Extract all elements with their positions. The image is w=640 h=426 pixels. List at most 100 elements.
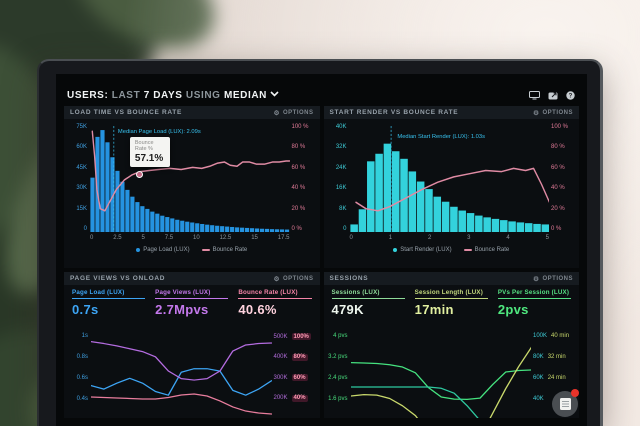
metric-label: Bounce Rate (LUX) (238, 289, 312, 299)
axis-tick: 40 min (551, 333, 570, 339)
chart-legend: Page Load (LUX) Bounce Rate (64, 247, 320, 253)
svg-text:?: ? (569, 93, 573, 99)
topbar-icons: ? (529, 90, 576, 100)
notification-badge (571, 389, 579, 397)
metric-page-views[interactable]: Page Views (LUX) 2.7Mpvs (155, 289, 229, 329)
axis-tick: 80 % (291, 144, 306, 151)
median-line-label: Median Page Load (LUX): 2.09s (117, 129, 201, 135)
panel-header: PAGE VIEWS VS ONLOAD OPTIONS (64, 272, 320, 285)
y-axis-left: 75K 60K 45K 30K 15K 0 (67, 124, 87, 232)
metric-label: PVs Per Session (LUX) (497, 289, 572, 299)
axis-tick: 100K 40 min (533, 333, 569, 339)
dashboard-title[interactable]: USERS: LAST 7 DAYS USING MEDIAN (67, 89, 279, 101)
axis-tick: 200K (273, 395, 288, 402)
axis-tick: 40K (533, 396, 548, 402)
axis-tick: 32 min (547, 354, 566, 360)
axis-tick: 0 (343, 225, 347, 232)
help-icon[interactable]: ? (565, 90, 576, 100)
axis-tick: 0.8s (76, 354, 88, 360)
axis-tick: 0.6s (76, 375, 88, 381)
line-chart (91, 341, 272, 415)
metric-label: Page Load (LUX) (72, 289, 146, 299)
panel-load-time: LOAD TIME VS BOUNCE RATE OPTIONS 75K 60K 4… (64, 106, 320, 268)
metric-session-length[interactable]: Session Length (LUX) 17min (414, 289, 488, 329)
chart-area: 1s 0.8s 0.6s 0.4s 500K 100% 400K 80% 300K 60% 200… (64, 331, 320, 418)
axis-tick: 40 % (291, 185, 306, 192)
metric-value: 0.7s (72, 302, 99, 317)
axis-tick: 16K (335, 185, 347, 192)
gear-icon (274, 109, 280, 117)
metric-label: Sessions (LUX) (331, 289, 405, 299)
metric-sessions[interactable]: Sessions (LUX) 479K (331, 289, 405, 329)
analytics-dashboard: USERS: LAST 7 DAYS USING MEDIAN ? (56, 74, 587, 426)
axis-tick: 40K (533, 396, 544, 402)
metric-page-load[interactable]: Page Load (LUX) 0.7s (72, 289, 146, 329)
legend-label: Bounce Rate (212, 247, 248, 253)
axis-tick: 40K (335, 124, 347, 130)
options-button[interactable]: OPTIONS (533, 275, 573, 283)
axis-tick: 80K 32 min (533, 354, 566, 360)
options-button[interactable]: OPTIONS (274, 109, 314, 117)
metric-value: 40.6% (238, 302, 277, 317)
axis-tick: 300K 60% (274, 374, 308, 382)
axis-tick: 400K 80% (274, 353, 308, 361)
chart-area: 75K 60K 45K 30K 15K 0 100 % 80 % 60 % 40 % 20 % 0 … (64, 119, 320, 268)
options-button[interactable]: OPTIONS (274, 275, 314, 283)
share-icon[interactable] (547, 91, 558, 100)
metric-row: Sessions (LUX) 479K Session Length (LUX)… (324, 285, 580, 329)
monitor-bezel: USERS: LAST 7 DAYS USING MEDIAN ? (37, 59, 603, 426)
axis-tick: 0 (83, 225, 87, 232)
plot-area (91, 335, 272, 418)
median-line-label: Median Start Render (LUX): 1.03s (397, 134, 486, 140)
chart-area: 40K 32K 24K 16K 8K 0 100 % 80 % 60 % 40 % 20 % 0 %… (324, 119, 580, 268)
axis-tick: 32K (335, 144, 347, 151)
axis-tick: 1 (388, 235, 393, 241)
axis-tick: 3 (467, 235, 471, 241)
axis-tick: 4 pvs (333, 333, 348, 339)
y-axis-left: 1s 0.8s 0.6s 0.4s (68, 333, 88, 402)
options-label: OPTIONS (542, 275, 573, 282)
legend-item[interactable]: Bounce Rate (463, 247, 509, 253)
metric-value: 479K (331, 302, 364, 317)
axis-tick: 2.4 pvs (328, 375, 348, 381)
axis-tick: 7.5 (164, 235, 174, 241)
metric-label: Page Views (LUX) (155, 289, 229, 299)
metric-bounce-rate[interactable]: Bounce Rate (LUX) 40.6% (238, 289, 312, 329)
panel-sessions: SESSIONS OPTIONS Sessions (LUX) 479K Ses… (323, 272, 580, 418)
chart-legend: Start Render (LUX) Bounce Rate (324, 247, 580, 253)
histogram-bounce-chart (90, 126, 290, 232)
plot-area: Median Start Render (LUX): 1.03s (349, 126, 549, 232)
y-axis-right: 500K 100% 400K 80% 300K 60% 200K 40% (274, 333, 318, 402)
axis-tick: 3.2 pvs (328, 354, 348, 360)
axis-tick: 0.4s (76, 396, 88, 402)
axis-tick: 40% (291, 394, 308, 402)
legend-item[interactable]: Start Render (LUX) (393, 247, 452, 253)
axis-tick: 20 % (551, 205, 565, 212)
legend-item[interactable]: Page Load (LUX) (136, 247, 190, 253)
chevron-down-icon[interactable] (270, 89, 279, 100)
axis-tick: 80 % (551, 144, 565, 151)
axis-tick: 4 (506, 235, 510, 241)
gear-icon (533, 275, 539, 283)
panel-header: START RENDER VS BOUNCE RATE OPTIONS (323, 106, 579, 119)
axis-tick: 30K (76, 185, 87, 192)
title-last: LAST (111, 90, 141, 101)
axis-tick: 60K (76, 144, 87, 151)
axis-tick: 500K (273, 333, 288, 340)
legend-item[interactable]: Bounce Rate (201, 247, 248, 253)
axis-tick: 80K (533, 354, 544, 360)
axis-tick: 0 (90, 235, 94, 241)
axis-tick: 500K 100% (274, 333, 311, 340)
axis-tick: 0 % (291, 225, 302, 232)
metric-pvs-per-session[interactable]: PVs Per Session (LUX) 2pvs (497, 289, 572, 329)
panel-title: LOAD TIME VS BOUNCE RATE (70, 109, 183, 116)
title-days: 7 DAYS (143, 90, 183, 101)
histogram-bounce-chart (349, 126, 549, 232)
options-button[interactable]: OPTIONS (533, 109, 573, 117)
display-icon[interactable] (529, 90, 540, 100)
chat-widget-button[interactable] (552, 389, 579, 417)
note-icon (559, 398, 571, 410)
metric-value: 2pvs (497, 302, 529, 317)
x-axis: 0 2.5 5 7.5 10 12.5 15 17.5 (90, 235, 290, 241)
panel-header: SESSIONS OPTIONS (323, 272, 579, 285)
